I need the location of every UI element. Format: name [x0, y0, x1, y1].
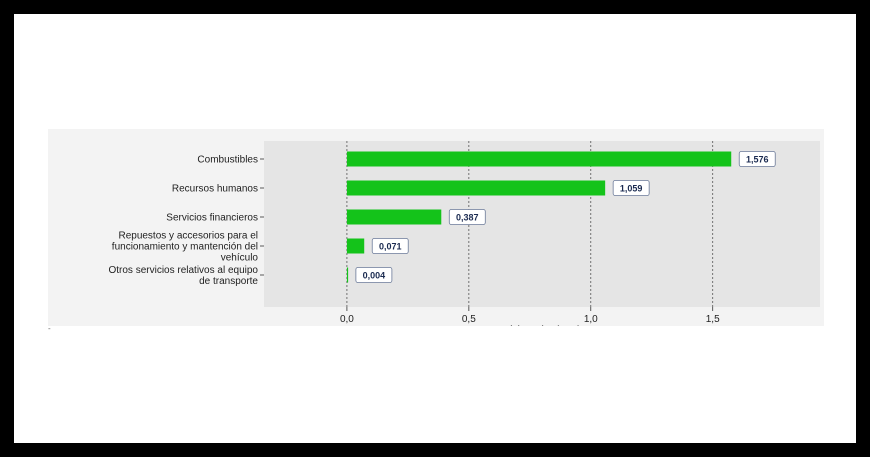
category-label-2: Servicios financieros: [166, 213, 258, 224]
incidence-bar-chart: Combustibles 1,576 Recursos humanos 1,059 Se…: [108, 141, 820, 326]
value-label-4: 0,004: [363, 270, 386, 280]
xtick-label-1: 0,5: [462, 314, 476, 325]
category-label-1: Recursos humanos: [172, 184, 258, 195]
value-label-box-3: [371, 238, 409, 254]
image-frame: Combustibles 1,576 Recursos humanos 1,059 Se…: [14, 14, 856, 443]
value-label-1: 1,059: [620, 183, 643, 193]
bar-2: [346, 209, 442, 225]
value-label-box-2: [448, 209, 486, 225]
bar-4: [346, 267, 349, 283]
chart-panel: Combustibles 1,576 Recursos humanos 1,059 Se…: [48, 129, 824, 326]
xtick-label-2: 1,0: [584, 314, 598, 325]
category-label-4: Otros servicios relativos al equipo de tr…: [108, 265, 258, 287]
xtick-label-3: 1,5: [706, 314, 720, 325]
stray-mark: -: [48, 324, 51, 333]
bar-1: [346, 180, 606, 196]
value-label-3: 0,071: [379, 241, 402, 251]
bar-0: [346, 151, 732, 167]
value-label-box-0: [738, 151, 776, 167]
category-label-3: Repuestos y accesorios para el funcionami…: [112, 231, 259, 264]
value-label-2: 0,387: [456, 212, 479, 222]
xtick-label-0: 0,0: [340, 314, 354, 325]
bar-3: [346, 238, 365, 254]
x-axis-title: Incidencia (pp.): [493, 323, 582, 326]
value-label-0: 1,576: [746, 154, 769, 164]
value-label-box-4: [355, 267, 393, 283]
value-label-box-1: [612, 180, 650, 196]
category-label-0: Combustibles: [197, 155, 258, 166]
